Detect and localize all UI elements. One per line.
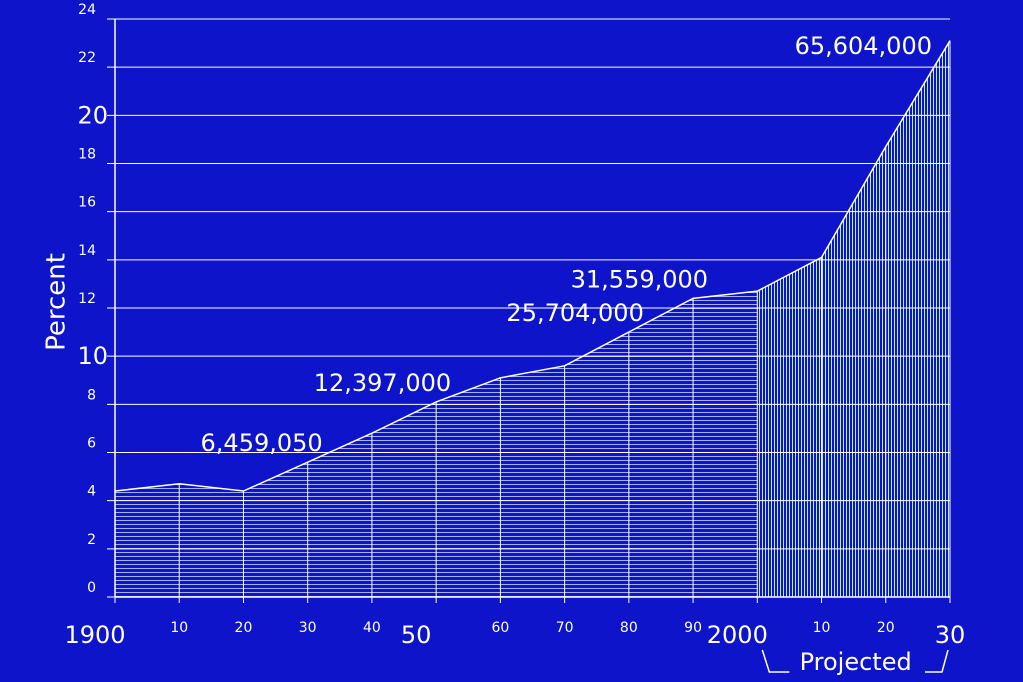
x-tick-label: 90 xyxy=(684,620,702,636)
x-tick-label: 40 xyxy=(363,620,381,636)
x-tick-label: 20 xyxy=(877,620,895,636)
y-tick-label: 2 xyxy=(87,532,96,548)
x-tick-label: 30 xyxy=(299,620,317,636)
x-tick-label: 20 xyxy=(235,620,253,636)
annotation: 6,459,050 xyxy=(201,429,323,457)
x-tick-label: 10 xyxy=(170,620,188,636)
x-tick-label: 30 xyxy=(935,621,966,649)
y-tick-label: 10 xyxy=(77,342,108,370)
projected-bracket xyxy=(925,649,949,673)
annotation: 12,397,000 xyxy=(314,369,451,397)
y-tick-label: 14 xyxy=(78,243,96,259)
y-tick-label: 18 xyxy=(78,147,96,163)
x-tick-label: 50 xyxy=(401,621,432,649)
line xyxy=(114,40,951,492)
x-tick-label: 60 xyxy=(491,620,509,636)
y-tick-label: 6 xyxy=(87,436,96,452)
x-tick-label: 80 xyxy=(620,620,638,636)
y-tick-label: 0 xyxy=(87,580,96,596)
area xyxy=(757,40,950,598)
annotation: 31,559,000 xyxy=(571,265,708,293)
y-axis-label: Percent xyxy=(42,253,72,351)
projected-label: Projected xyxy=(800,648,912,676)
x-tick-label: 70 xyxy=(556,620,574,636)
annotation: 65,604,000 xyxy=(795,32,932,60)
x-tick-label: 10 xyxy=(813,620,831,636)
y-tick-label: 12 xyxy=(78,291,96,307)
annotation: 25,704,000 xyxy=(506,299,643,327)
y-tick-label: 20 xyxy=(77,101,108,129)
y-tick-label: 8 xyxy=(87,387,96,403)
y-tick-label: 4 xyxy=(87,484,96,500)
x-tick-label: 1900 xyxy=(64,621,125,649)
y-tick-label: 22 xyxy=(78,50,96,66)
y-tick-label: 24 xyxy=(78,2,96,18)
x-tick-label: 2000 xyxy=(707,621,768,649)
projected-bracket xyxy=(761,649,790,673)
y-tick-label: 16 xyxy=(78,195,96,211)
